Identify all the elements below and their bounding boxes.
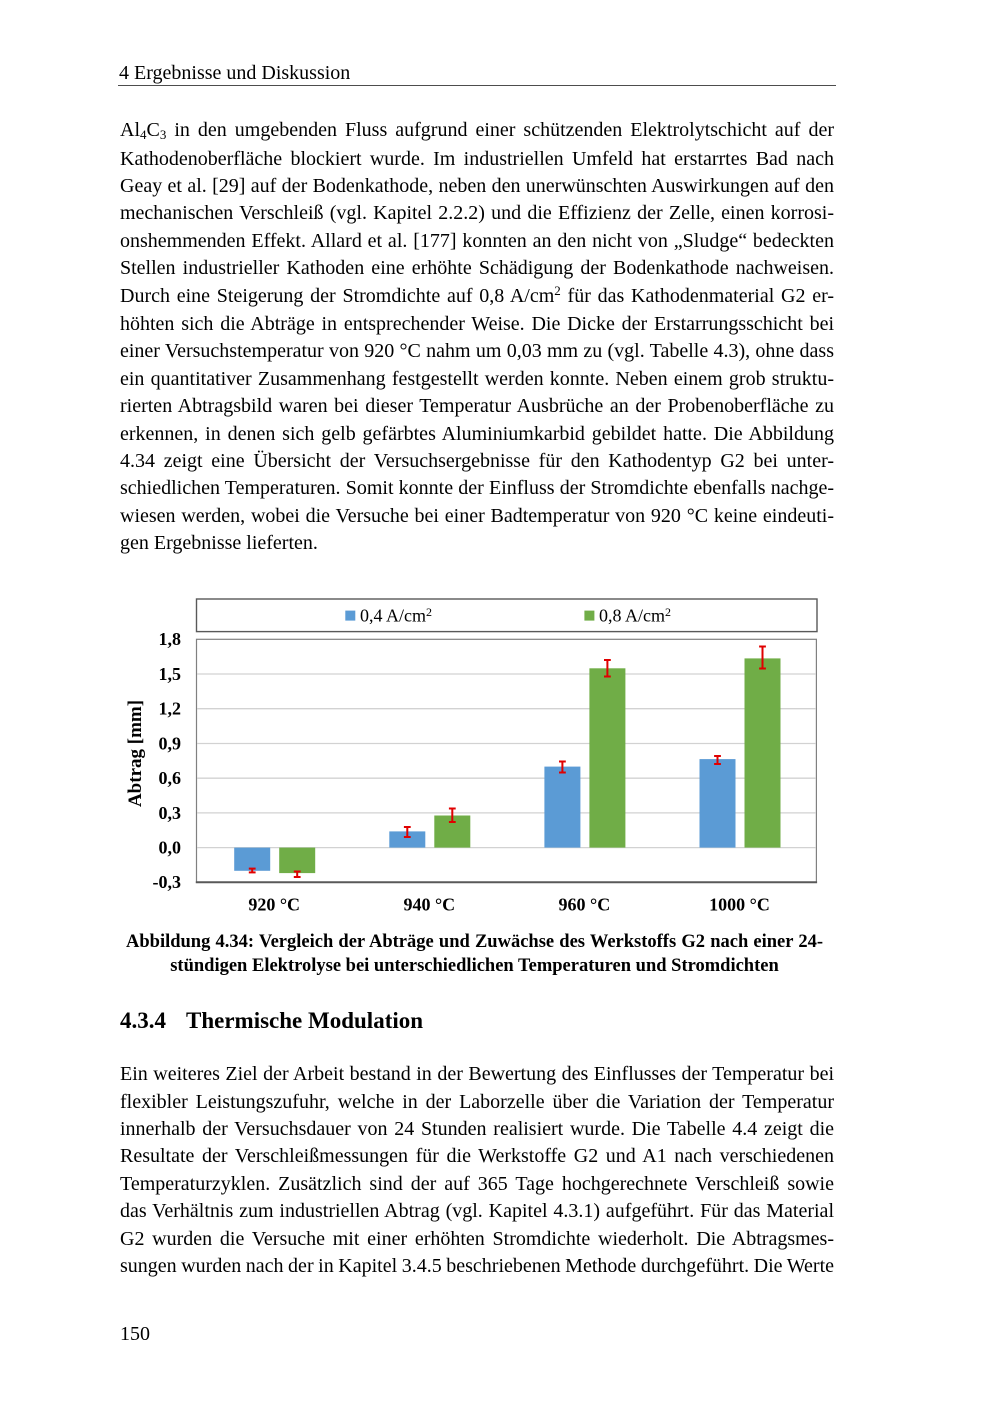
svg-text:0,8 A/cm2: 0,8 A/cm2 — [599, 605, 671, 626]
svg-text:960 °C: 960 °C — [559, 895, 611, 915]
svg-text:1,2: 1,2 — [159, 699, 182, 719]
svg-text:1000 °C: 1000 °C — [709, 895, 770, 915]
svg-text:0,3: 0,3 — [159, 803, 182, 823]
svg-text:940 °C: 940 °C — [403, 895, 455, 915]
svg-text:Abtrag [mm]: Abtrag [mm] — [125, 700, 146, 807]
svg-text:1,8: 1,8 — [159, 629, 182, 649]
svg-text:-0,3: -0,3 — [153, 872, 182, 892]
svg-text:0,6: 0,6 — [159, 768, 182, 788]
svg-text:920 °C: 920 °C — [248, 895, 300, 915]
svg-text:0,0: 0,0 — [159, 838, 182, 858]
svg-text:0,4 A/cm2: 0,4 A/cm2 — [360, 605, 432, 626]
svg-text:1,5: 1,5 — [159, 664, 182, 684]
svg-text:0,9: 0,9 — [159, 733, 182, 753]
